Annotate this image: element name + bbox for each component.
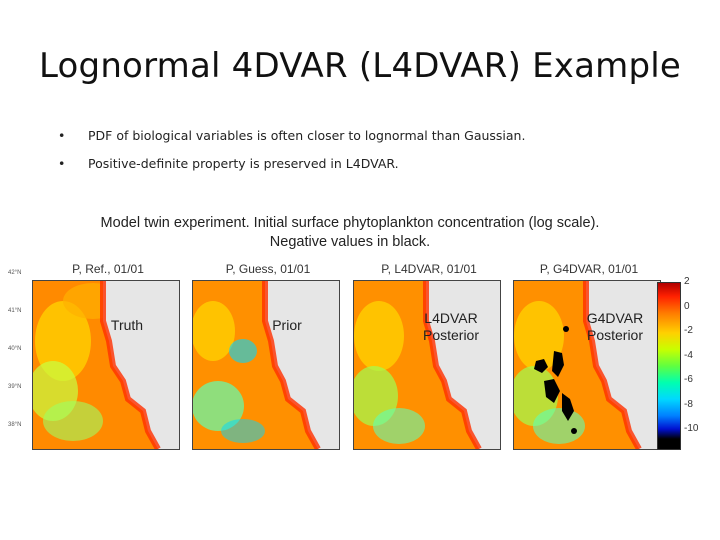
panel-label: Truth bbox=[110, 317, 144, 333]
slide-title: Lognormal 4DVAR (L4DVAR) Example bbox=[38, 46, 682, 86]
bullet-text: PDF of biological variables is often clo… bbox=[88, 128, 526, 143]
lat-tick: 39°N bbox=[8, 384, 22, 390]
bullet-list: • PDF of biological variables is often c… bbox=[58, 122, 525, 178]
panel-title: P, Ref., 01/01 bbox=[72, 262, 144, 276]
colorbar-tick: -6 bbox=[684, 374, 693, 385]
lat-tick: 38°N bbox=[8, 422, 22, 428]
panel-title: P, G4DVAR, 01/01 bbox=[539, 262, 639, 276]
colorbar-tick: -10 bbox=[684, 423, 699, 434]
panel-label: Prior bbox=[272, 317, 302, 333]
map-panel-g4dvar: P, G4DVAR, 01/01 G4DVAR Posterior bbox=[511, 262, 667, 452]
lat-tick: 41°N bbox=[8, 308, 22, 314]
colorbar bbox=[657, 282, 681, 450]
bullet-text: Positive-definite property is preserved … bbox=[88, 156, 399, 171]
caption-line: Negative values in black. bbox=[269, 234, 431, 250]
colorbar-tick: -8 bbox=[684, 398, 693, 410]
colorbar-tick: -2 bbox=[684, 325, 693, 336]
caption-line: Model twin experiment. Initial surface p… bbox=[100, 215, 600, 231]
panel-label: G4DVAR Posterior bbox=[586, 310, 644, 343]
map-panel-prior: P, Guess, 01/01 Prior bbox=[190, 262, 346, 452]
map-panel-truth: P, Ref., 01/01 Truth bbox=[30, 262, 186, 452]
panel-title: P, L4DVAR, 01/01 bbox=[381, 262, 477, 276]
map-panel-l4dvar: P, L4DVAR, 01/01 L4DVAR Posterior bbox=[351, 262, 507, 452]
bullet-item: • Positive-definite property is preserve… bbox=[58, 150, 525, 178]
panel-title: P, Guess, 01/01 bbox=[225, 262, 311, 276]
phytoplankton-map bbox=[353, 280, 501, 450]
colorbar-tick: 0 bbox=[684, 300, 690, 312]
colorbar-labels: 2 0 -2 -4 -6 -8 -10 bbox=[684, 276, 698, 448]
bullet-dot-icon: • bbox=[58, 128, 66, 143]
panel-label: L4DVAR Posterior bbox=[422, 310, 480, 343]
figure-caption: Model twin experiment. Initial surface p… bbox=[30, 214, 670, 252]
latitude-labels: 42°N 41°N 40°N 39°N 38°N bbox=[8, 270, 21, 460]
colorbar-tick: -4 bbox=[684, 349, 693, 361]
phytoplankton-map bbox=[192, 280, 340, 450]
lat-tick: 40°N bbox=[8, 346, 22, 352]
bullet-dot-icon: • bbox=[58, 156, 66, 171]
phytoplankton-map bbox=[513, 280, 661, 450]
bullet-item: • PDF of biological variables is often c… bbox=[58, 122, 525, 150]
lat-tick: 42°N bbox=[8, 270, 22, 276]
phytoplankton-map bbox=[32, 280, 180, 450]
colorbar-tick: 2 bbox=[684, 276, 690, 287]
